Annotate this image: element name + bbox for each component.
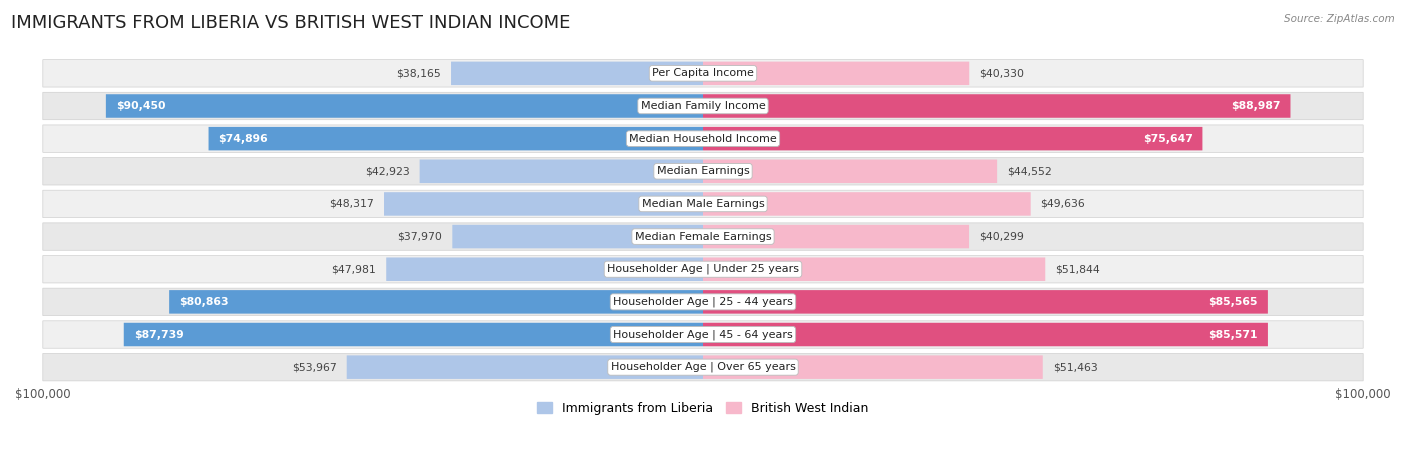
- Text: $87,739: $87,739: [134, 330, 183, 340]
- Text: $51,844: $51,844: [1054, 264, 1099, 274]
- Text: Householder Age | 45 - 64 years: Householder Age | 45 - 64 years: [613, 329, 793, 340]
- FancyBboxPatch shape: [42, 60, 1364, 87]
- FancyBboxPatch shape: [208, 127, 703, 150]
- FancyBboxPatch shape: [124, 323, 703, 346]
- Text: Median Earnings: Median Earnings: [657, 166, 749, 176]
- FancyBboxPatch shape: [42, 354, 1364, 381]
- Text: Median Male Earnings: Median Male Earnings: [641, 199, 765, 209]
- FancyBboxPatch shape: [703, 192, 1031, 216]
- Text: $90,450: $90,450: [115, 101, 166, 111]
- Text: $88,987: $88,987: [1232, 101, 1281, 111]
- Text: $49,636: $49,636: [1040, 199, 1085, 209]
- FancyBboxPatch shape: [703, 94, 1291, 118]
- Text: Per Capita Income: Per Capita Income: [652, 68, 754, 78]
- FancyBboxPatch shape: [703, 62, 969, 85]
- Text: $38,165: $38,165: [396, 68, 441, 78]
- Text: $37,970: $37,970: [398, 232, 443, 241]
- FancyBboxPatch shape: [451, 62, 703, 85]
- FancyBboxPatch shape: [42, 157, 1364, 185]
- Legend: Immigrants from Liberia, British West Indian: Immigrants from Liberia, British West In…: [533, 396, 873, 420]
- Text: $48,317: $48,317: [329, 199, 374, 209]
- Text: Householder Age | 25 - 44 years: Householder Age | 25 - 44 years: [613, 297, 793, 307]
- FancyBboxPatch shape: [347, 355, 703, 379]
- Text: Householder Age | Under 25 years: Householder Age | Under 25 years: [607, 264, 799, 275]
- Text: Median Family Income: Median Family Income: [641, 101, 765, 111]
- FancyBboxPatch shape: [703, 160, 997, 183]
- Text: $85,565: $85,565: [1209, 297, 1258, 307]
- FancyBboxPatch shape: [703, 127, 1202, 150]
- FancyBboxPatch shape: [703, 355, 1043, 379]
- Text: $47,981: $47,981: [332, 264, 377, 274]
- FancyBboxPatch shape: [703, 225, 969, 248]
- Text: Median Household Income: Median Household Income: [628, 134, 778, 144]
- Text: $80,863: $80,863: [179, 297, 229, 307]
- Text: Source: ZipAtlas.com: Source: ZipAtlas.com: [1284, 14, 1395, 24]
- FancyBboxPatch shape: [105, 94, 703, 118]
- Text: $40,299: $40,299: [979, 232, 1024, 241]
- FancyBboxPatch shape: [42, 288, 1364, 316]
- Text: $51,463: $51,463: [1053, 362, 1098, 372]
- Text: $44,552: $44,552: [1007, 166, 1052, 176]
- FancyBboxPatch shape: [42, 255, 1364, 283]
- FancyBboxPatch shape: [42, 321, 1364, 348]
- FancyBboxPatch shape: [387, 257, 703, 281]
- Text: $85,571: $85,571: [1209, 330, 1258, 340]
- Text: $42,923: $42,923: [366, 166, 409, 176]
- Text: Householder Age | Over 65 years: Householder Age | Over 65 years: [610, 362, 796, 372]
- FancyBboxPatch shape: [384, 192, 703, 216]
- FancyBboxPatch shape: [703, 290, 1268, 314]
- Text: IMMIGRANTS FROM LIBERIA VS BRITISH WEST INDIAN INCOME: IMMIGRANTS FROM LIBERIA VS BRITISH WEST …: [11, 14, 571, 32]
- Text: $53,967: $53,967: [292, 362, 337, 372]
- Text: Median Female Earnings: Median Female Earnings: [634, 232, 772, 241]
- FancyBboxPatch shape: [42, 223, 1364, 250]
- Text: $40,330: $40,330: [979, 68, 1024, 78]
- FancyBboxPatch shape: [419, 160, 703, 183]
- FancyBboxPatch shape: [169, 290, 703, 314]
- FancyBboxPatch shape: [453, 225, 703, 248]
- FancyBboxPatch shape: [42, 125, 1364, 152]
- FancyBboxPatch shape: [703, 323, 1268, 346]
- Text: $75,647: $75,647: [1143, 134, 1192, 144]
- Text: $74,896: $74,896: [218, 134, 269, 144]
- FancyBboxPatch shape: [703, 257, 1045, 281]
- FancyBboxPatch shape: [42, 92, 1364, 120]
- FancyBboxPatch shape: [42, 190, 1364, 218]
